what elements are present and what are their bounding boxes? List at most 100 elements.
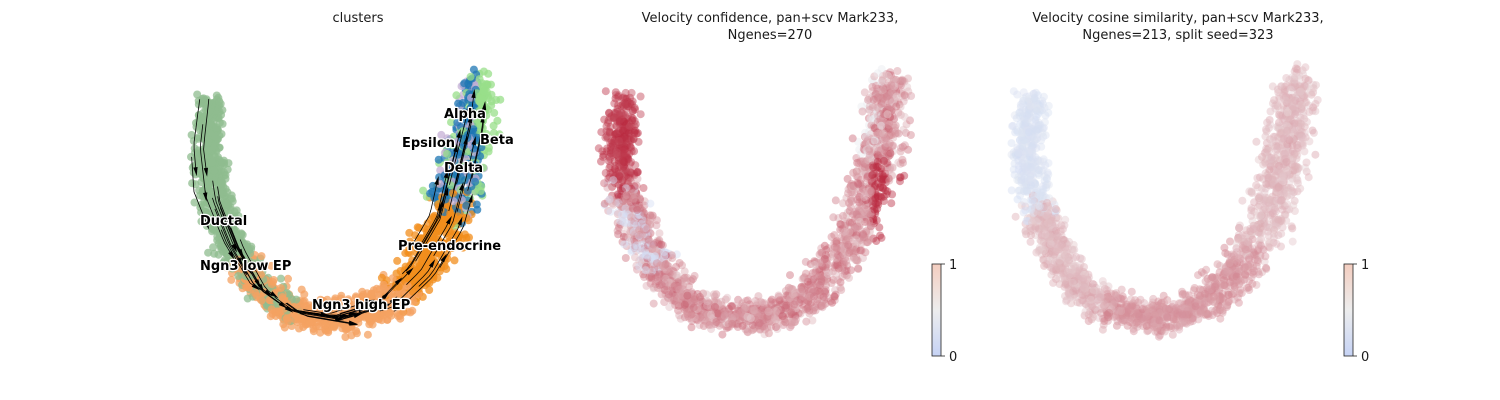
cell-point (352, 327, 361, 335)
cell-point (885, 176, 894, 185)
cell-point (420, 270, 429, 279)
cell-point (788, 290, 797, 299)
cell-point (425, 286, 434, 294)
cell-point (628, 107, 637, 116)
cell-point (306, 318, 315, 327)
cell-point (887, 199, 896, 208)
cell-point (1009, 87, 1018, 96)
velocity-cosine-panel (1007, 60, 1322, 341)
cell-point (755, 319, 764, 327)
cell-point (627, 88, 636, 97)
cell-point (646, 211, 655, 220)
cell-point (660, 251, 669, 260)
cell-point (605, 195, 614, 204)
cell-point (484, 69, 493, 78)
cell-point (818, 301, 827, 310)
cell-point (276, 284, 285, 293)
panel-3-title-line2: Ngenes=213, split seed=323 (1082, 28, 1274, 43)
cell-point (733, 309, 741, 318)
cell-point (907, 92, 916, 100)
cell-point (251, 289, 260, 298)
cell-point (878, 86, 887, 94)
cell-point (760, 299, 768, 307)
cell-point (284, 274, 292, 283)
cell-point (896, 173, 905, 182)
cell-point (664, 262, 673, 271)
cell-point (271, 312, 280, 321)
cell-point (703, 297, 712, 306)
cell-point (458, 99, 467, 107)
cell-point (321, 321, 330, 329)
cell-point (860, 193, 869, 202)
cell-point (629, 135, 638, 143)
cell-point (393, 256, 402, 265)
cell-point (675, 259, 684, 267)
cell-point (898, 142, 907, 151)
cell-point (450, 256, 459, 265)
cell-point (626, 177, 635, 186)
cell-point (753, 299, 762, 308)
cell-point (597, 157, 605, 166)
cell-point (854, 264, 863, 273)
cell-point (627, 100, 636, 109)
cell-point (810, 292, 818, 301)
cell-point (199, 128, 208, 136)
cell-point (815, 281, 824, 290)
cell-point (832, 244, 841, 253)
cell-point (858, 107, 867, 116)
cell-point (268, 278, 277, 286)
cell-point (860, 163, 869, 172)
cell-point (892, 92, 901, 101)
cell-point (217, 176, 226, 185)
cell-point (620, 240, 629, 249)
cell-point (680, 300, 689, 309)
cell-point (898, 75, 907, 84)
cell-point (330, 323, 339, 332)
velocity-confidence-panel (594, 65, 916, 339)
cell-point (782, 301, 791, 310)
cell-point (670, 296, 678, 305)
cell-point (873, 150, 882, 159)
cell-point (218, 106, 227, 115)
cell-point (209, 166, 218, 175)
cell-point (606, 207, 615, 216)
cell-point (870, 205, 879, 214)
cell-point (854, 222, 863, 231)
cell-point (297, 285, 306, 294)
cell-point (683, 308, 692, 317)
cell-point (865, 236, 874, 244)
cell-point (487, 97, 496, 106)
cell-point (886, 150, 895, 159)
cluster-label-alpha: Alpha (444, 107, 486, 122)
cell-point (409, 297, 418, 306)
cell-point (674, 282, 683, 291)
panel-2-title-line1: Velocity confidence, pan+scv Mark233, (641, 11, 899, 26)
cell-point (341, 333, 350, 341)
cell-point (610, 157, 619, 166)
cell-point (733, 323, 742, 331)
cell-point (820, 241, 829, 250)
cell-point (860, 88, 869, 97)
cell-point (212, 123, 221, 132)
cell-point (282, 314, 291, 323)
cell-point (844, 241, 853, 250)
cluster-label-ngn3-low-ep: Ngn3 low EP (200, 259, 291, 274)
cell-point (811, 306, 820, 315)
cell-point (476, 187, 485, 195)
cell-point (641, 266, 650, 275)
cell-point (419, 186, 428, 195)
cell-point (1168, 330, 1177, 339)
cell-point (845, 273, 853, 282)
cell-point (873, 69, 882, 78)
cell-point (609, 176, 618, 185)
cell-point (723, 309, 732, 318)
cluster-label-epsilon: Epsilon (402, 136, 455, 151)
cell-point (208, 178, 216, 187)
cell-point (878, 76, 887, 85)
cell-point (764, 307, 773, 316)
cell-point (191, 180, 200, 189)
cell-point (631, 230, 639, 239)
cell-point (833, 251, 842, 259)
cell-point (867, 222, 876, 231)
